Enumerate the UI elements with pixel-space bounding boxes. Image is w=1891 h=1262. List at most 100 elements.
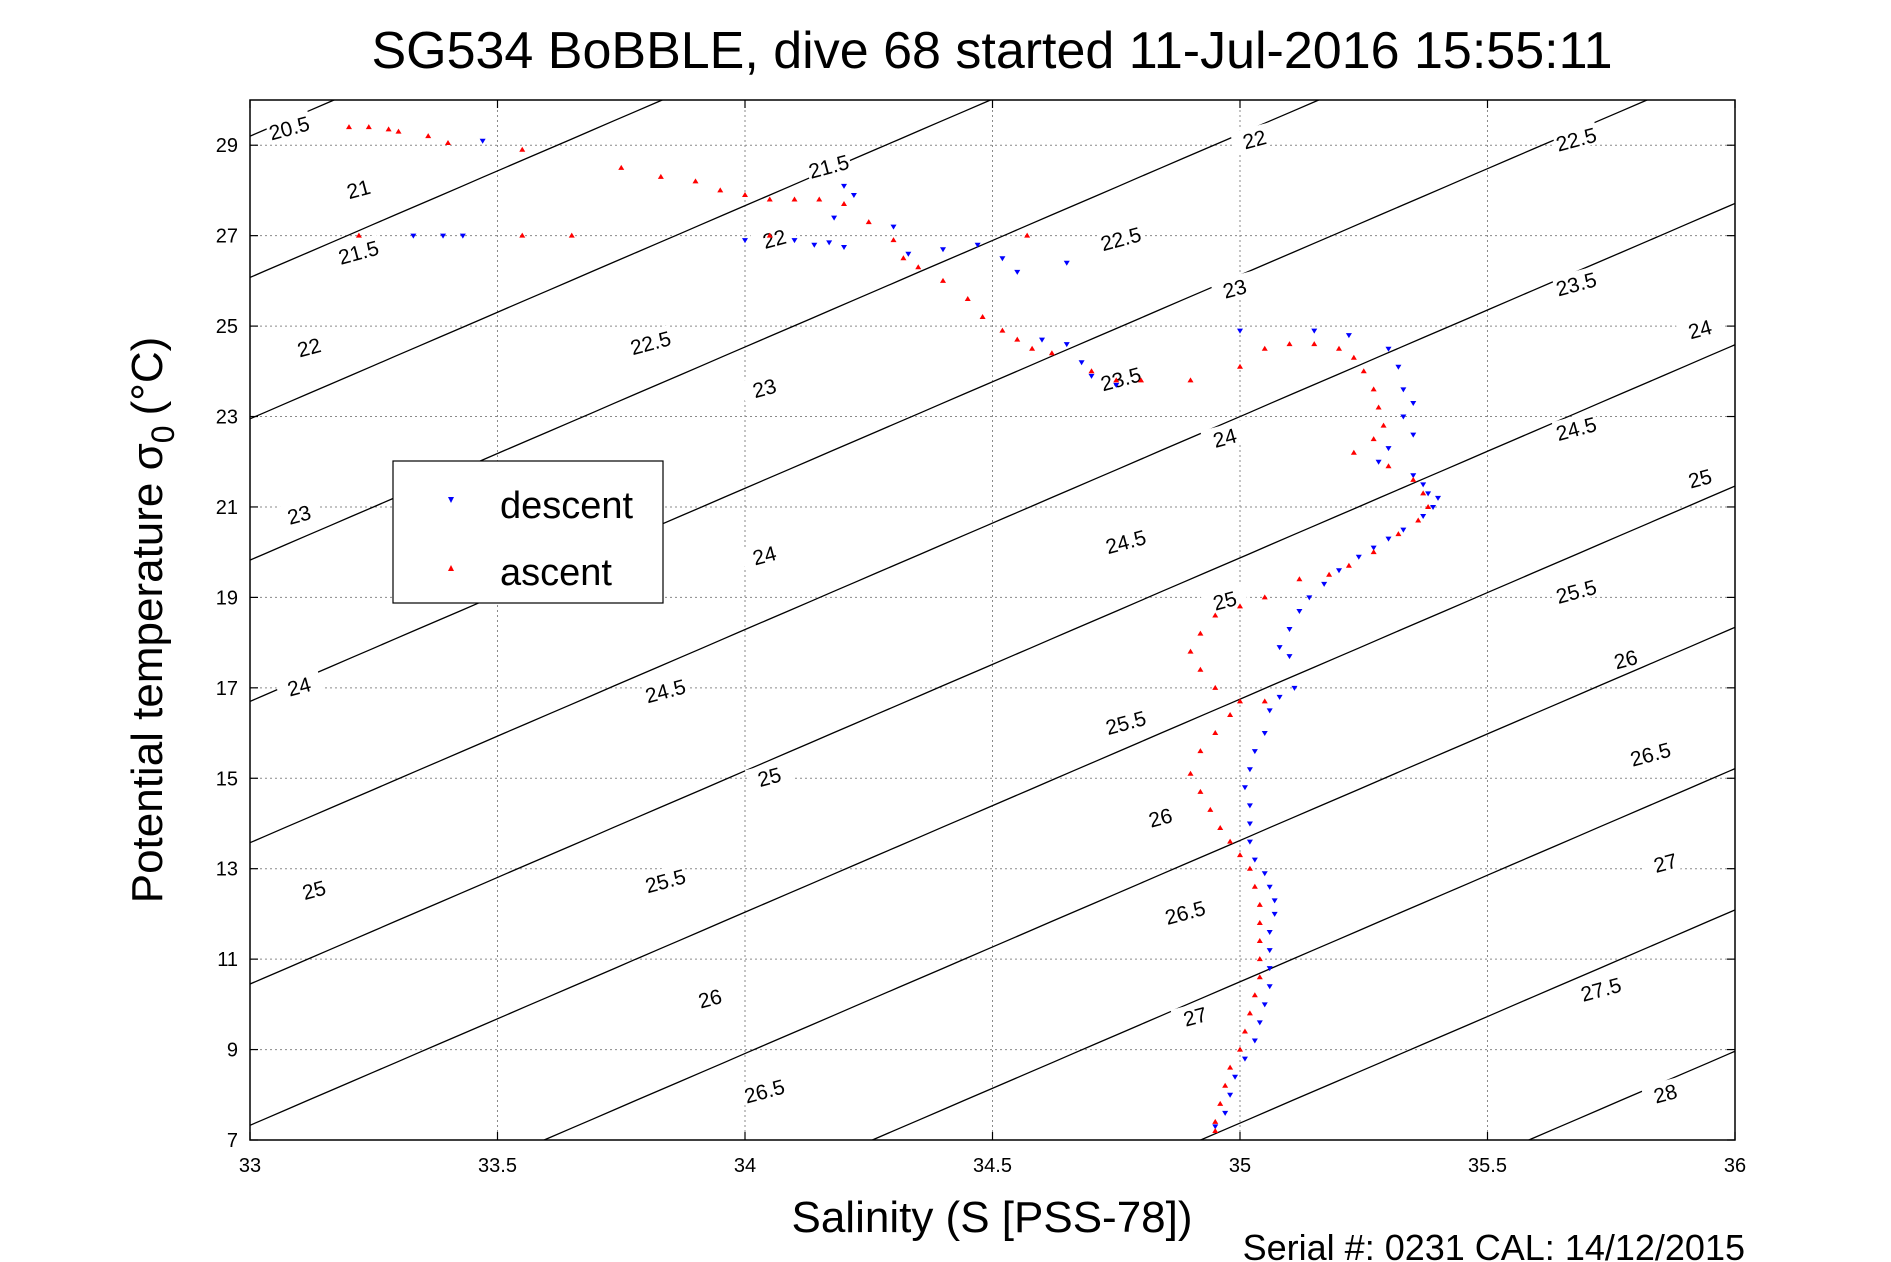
descent-point [1261,731,1268,737]
ascent-point [1296,576,1303,582]
descent-point [1420,514,1427,519]
ascent-point [1197,630,1204,636]
density-contour-line [870,767,1735,1140]
ascent-point [791,196,798,202]
ascent-point [1246,865,1253,871]
contour-label-background [640,673,690,706]
ascent-point [1048,350,1055,356]
contour-label-background [739,370,789,403]
ascent-point [1187,648,1194,654]
descent-point [1355,554,1362,560]
descent-point [1276,645,1283,651]
density-contour-line [250,344,1735,985]
density-contour-line [1198,909,1735,1140]
ascent-point [1336,345,1342,351]
contour-label-background [1576,971,1625,1005]
contour-label-background [626,324,675,358]
y-tick-label: 21 [216,497,238,519]
ascent-point [1187,377,1194,383]
contour-label-background [264,110,313,143]
contour-label: 27.5 [1579,974,1624,1007]
descent-point [1286,654,1293,660]
data-points [346,124,1441,1133]
ascent-point [1207,806,1214,812]
x-tick-label: 34 [734,1155,756,1177]
ascent-point [979,314,986,320]
contour-label: 26.5 [742,1076,787,1109]
contour-label-background [334,234,383,268]
contour-label: 24.5 [643,675,688,708]
descent-point [1385,536,1392,542]
ascent-point [940,277,946,283]
density-contour-line [250,100,1321,561]
ascent-point [395,128,402,134]
y-axis-label-main: Potential temperature σ [123,443,172,903]
density-contour-line [250,202,1735,844]
descent-point [1241,785,1248,791]
ascent-point [1237,1046,1243,1052]
descent-point [410,233,417,239]
ascent-point [1350,354,1357,360]
y-tick-label: 23 [216,407,238,429]
ascent-point [1029,345,1036,351]
ascent-point [816,196,823,202]
descent-point [1400,387,1407,393]
ascent-point [1251,992,1258,998]
contour-label-background [1640,1075,1690,1109]
ascent-point [1370,386,1377,392]
ascent-point [766,232,773,238]
descent-point [1271,911,1278,917]
ascent-point [900,255,907,261]
contour-label-background [1675,460,1724,494]
descent-point [940,247,946,253]
contour-label: 23.5 [1554,269,1599,302]
contour-label-background [744,759,794,792]
descent-point [1261,1002,1268,1008]
descent-point [1088,373,1095,379]
contour-label-background [640,863,690,896]
contour-label-background [1675,311,1724,345]
descent-point [1212,1124,1219,1130]
contour-label-background [1096,220,1145,254]
ascent-point [1227,838,1234,844]
ascent-point [865,219,872,225]
descent-point [1385,346,1392,352]
ascent-point [1261,594,1268,600]
y-tick-label: 27 [216,226,238,248]
descent-point [459,233,466,239]
ascent-point [890,237,897,243]
ascent-point [1212,612,1219,618]
descent-point [1227,1092,1234,1098]
ascent-point [964,295,971,301]
descent-point [1266,966,1273,972]
descent-point [1063,342,1070,348]
descent-point [1251,1038,1258,1044]
descent-point [1246,767,1253,773]
contour-label-background [749,220,799,254]
ascent-point [1024,232,1031,238]
ascent-point [1350,449,1357,455]
descent-point [841,183,847,189]
density-contour-line [542,626,1735,1140]
ascent-point [618,164,625,170]
descent-point [1291,685,1298,691]
descent-point [1266,884,1273,890]
x-tick-label: 33 [239,1155,261,1177]
ascent-point [1256,919,1263,925]
ascent-point [1014,336,1021,342]
contour-label-background [1170,998,1219,1032]
descent-point [1246,803,1253,809]
descent-point [826,240,833,246]
ascent-point [1212,684,1219,690]
ascent-point [1197,666,1204,672]
ascent-point [841,201,847,206]
contour-label-background [1200,582,1249,616]
descent-point [1237,328,1243,334]
serial-calibration-footer: Serial #: 0231 CAL: 14/12/2015 [1243,1227,1745,1262]
descent-point [1232,1074,1239,1080]
contour-label: 25.5 [1554,576,1599,609]
ascent-point [445,139,451,145]
descent-point [1410,473,1417,479]
descent-point [1410,432,1417,438]
contour-label: 25.5 [1103,707,1148,740]
